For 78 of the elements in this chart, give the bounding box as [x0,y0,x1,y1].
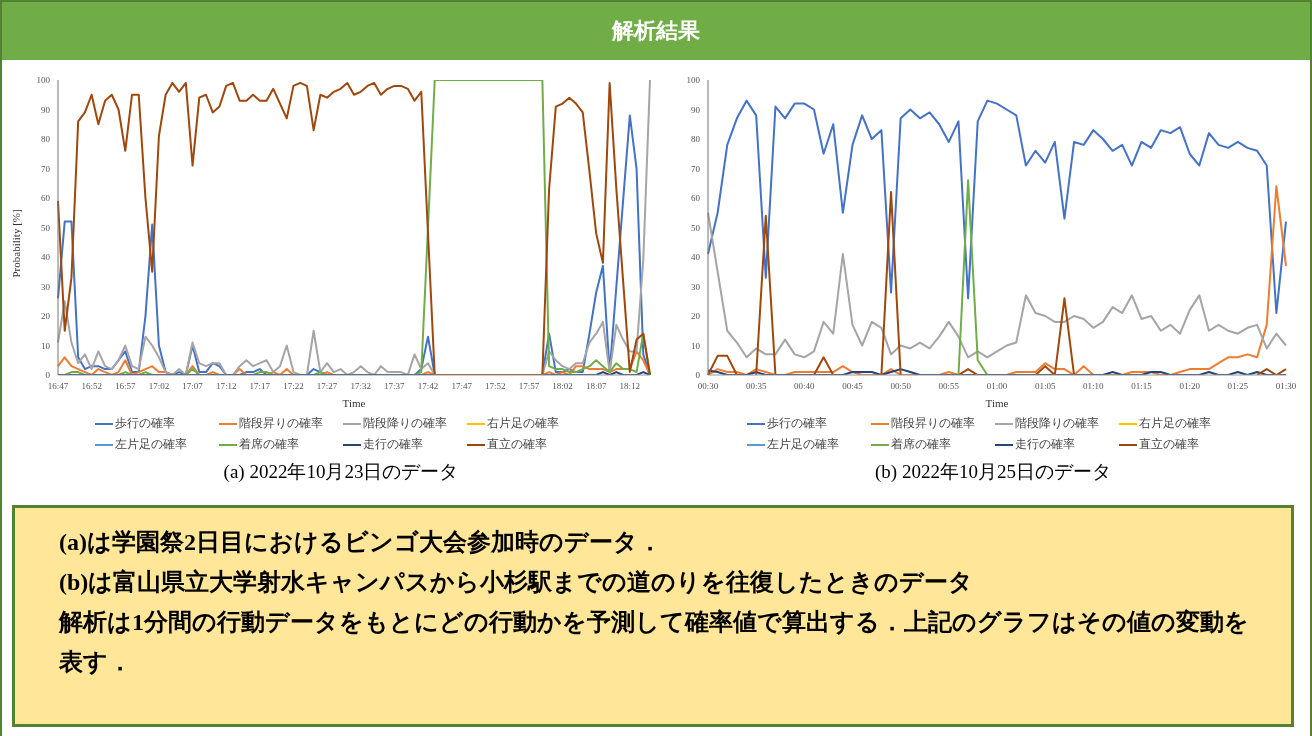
y-tick-label: 90 [691,104,701,115]
y-tick-label: 60 [41,193,51,204]
x-tick-label: 00:45 [842,381,864,392]
x-tick-label: 17:07 [182,381,204,392]
x-tick-label: 17:32 [350,381,371,392]
legend-label: 左片足の確率 [115,436,187,453]
x-tick-label: 16:47 [47,381,69,392]
y-tick-label: 10 [691,340,701,351]
legend-label: 右片足の確率 [1139,415,1211,432]
y-tick-label: 100 [36,75,51,86]
x-tick-label: 00:55 [938,381,960,392]
legend-label: 歩行の確率 [767,415,827,432]
x-tick-label: 18:07 [585,381,607,392]
y-tick-label: 20 [691,311,701,322]
x-tick-label: 01:05 [1034,381,1056,392]
y-tick-label: 30 [691,281,701,292]
x-tick-label: 17:02 [148,381,170,392]
y-tick-label: 40 [41,252,51,263]
legend-label: 階段昇りの確率 [891,415,975,432]
y-tick-label: 0 [695,370,701,381]
legend-label: 階段昇りの確率 [239,415,323,432]
x-tick-label: 01:30 [1275,381,1297,392]
y-tick-label: 50 [41,222,51,233]
x-axis-title: Time [985,397,1009,409]
y-tick-label: 0 [45,370,51,381]
x-tick-label: 17:37 [384,381,406,392]
legend-label: 走行の確率 [1015,436,1075,453]
y-tick-label: 60 [691,193,701,204]
x-tick-label: 17:22 [283,381,304,392]
x-tick-label: 18:02 [552,381,573,392]
legend-label: 着席の確率 [239,436,299,453]
legend-label: 階段降りの確率 [363,415,447,432]
legend-label: 歩行の確率 [115,415,175,432]
x-tick-label: 17:47 [451,381,473,392]
y-tick-label: 10 [41,340,51,351]
y-tick-label: 20 [41,311,51,322]
x-tick-label: 18:12 [619,381,641,392]
y-tick-label: 80 [691,134,701,145]
x-tick-label: 01:00 [986,381,1008,392]
text: (a)は学園祭2日目におけるビンゴ大会参加時のデータ． [59,528,663,557]
x-tick-label: 17:57 [518,381,540,392]
legend-label: 直立の確率 [1139,436,1199,453]
text: 解析は1分間の行動データをもとにどの行動かを予測して確率値で算出する．上記のグラフはその値の変動を表す． [59,608,1250,677]
y-tick-label: 70 [691,163,701,174]
x-tick-label: 17:27 [316,381,338,392]
legend-label: 左片足の確率 [767,436,839,453]
x-tick-label: 00:35 [745,381,767,392]
y-tick-label: 30 [41,281,51,292]
legend-label: 着席の確率 [891,436,951,453]
x-tick-label: 16:52 [81,381,102,392]
text: 解析結果 [2,2,1310,60]
legend-label: 右片足の確率 [487,415,559,432]
legend-label: 直立の確率 [487,436,547,453]
x-axis-title: Time [342,397,366,409]
x-tick-label: 17:17 [249,381,271,392]
x-tick-label: 16:57 [115,381,137,392]
y-tick-label: 80 [41,134,51,145]
legend-label: 階段降りの確率 [1015,415,1099,432]
x-tick-label: 01:15 [1131,381,1153,392]
y-tick-label: 100 [686,75,701,86]
x-tick-label: 00:40 [794,381,816,392]
x-tick-label: 01:10 [1083,381,1105,392]
x-tick-label: 01:25 [1227,381,1249,392]
y-tick-label: 90 [41,104,51,115]
x-tick-label: 00:50 [890,381,912,392]
x-tick-label: 17:42 [417,381,439,392]
x-tick-label: 00:30 [697,381,719,392]
text: (a) 2022年10月23日のデータ [222,460,460,484]
x-tick-label: 01:20 [1179,381,1201,392]
text: (b)は富山県立大学射水キャンパスから小杉駅までの道のりを往復したときのデータ [59,568,975,597]
y-axis-title: Probability [%] [9,209,22,278]
text: (b) 2022年10月25日のデータ [874,460,1112,484]
y-tick-label: 70 [41,163,51,174]
x-tick-label: 17:12 [215,381,237,392]
x-tick-label: 17:52 [485,381,506,392]
legend-label: 走行の確率 [363,436,423,453]
y-tick-label: 50 [691,222,701,233]
y-tick-label: 40 [691,252,701,263]
